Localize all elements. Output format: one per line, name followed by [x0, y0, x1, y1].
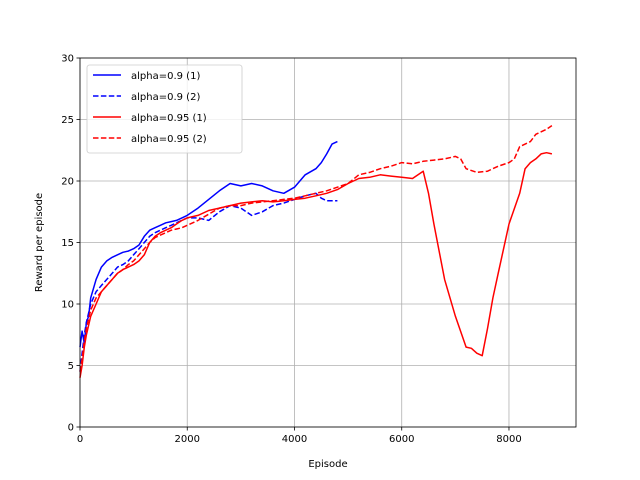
legend-label: alpha=0.9 (1) — [131, 71, 200, 82]
grid-lines — [79, 57, 576, 428]
x-axis-label: Episode — [308, 459, 347, 470]
y-tick-label: 0 — [68, 423, 74, 434]
y-tick-label: 20 — [61, 177, 74, 188]
y-tick-label: 5 — [68, 361, 74, 372]
y-tick-label: 15 — [61, 238, 74, 249]
series-lines — [79, 124, 553, 378]
y-tick-label: 10 — [61, 300, 74, 311]
y-tick-label: 25 — [61, 115, 74, 126]
legend-box — [86, 64, 243, 154]
legend-label: alpha=0.95 (1) — [131, 113, 207, 124]
series-line-2 — [79, 192, 338, 372]
x-tick-label: 6000 — [389, 434, 414, 445]
y-tick-label: 30 — [61, 54, 74, 65]
x-tick-label: 0 — [77, 434, 83, 445]
legend-label: alpha=0.9 (2) — [131, 92, 200, 103]
y-axis-ticks: 0 5 10 15 20 25 30 — [61, 54, 80, 434]
x-axis-ticks: 0 2000 4000 6000 8000 — [77, 427, 522, 445]
series-line-1 — [79, 140, 338, 348]
x-tick-label: 8000 — [496, 434, 521, 445]
y-axis-label: Reward per episode — [34, 193, 45, 292]
series-line-4 — [79, 124, 553, 372]
series-line-3 — [79, 151, 553, 378]
legend: alpha=0.9 (1) alpha=0.9 (2) alpha=0.95 (1)… — [86, 64, 243, 154]
x-tick-label: 4000 — [282, 434, 307, 445]
x-tick-label: 2000 — [175, 434, 200, 445]
legend-label: alpha=0.95 (2) — [131, 134, 207, 145]
